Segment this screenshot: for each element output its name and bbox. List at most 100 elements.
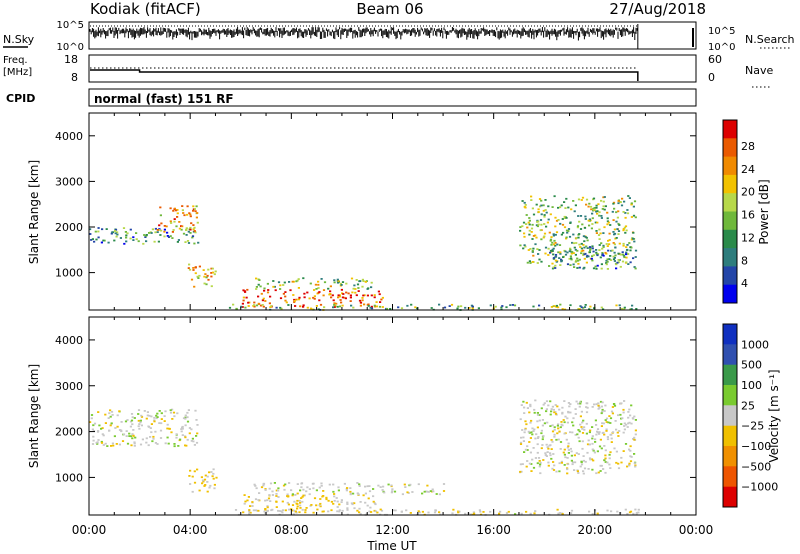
echo-cell — [124, 231, 127, 233]
echo-cell — [584, 218, 587, 220]
echo-cell — [617, 435, 620, 437]
echo-cell — [306, 306, 309, 309]
echo-cell — [617, 202, 620, 205]
echo-cell — [213, 273, 216, 276]
echo-cell — [206, 481, 209, 483]
echo-cell — [594, 221, 597, 224]
echo-cell — [166, 423, 169, 426]
echo-cell — [501, 305, 504, 307]
echo-cell — [532, 235, 535, 237]
echo-cell — [576, 249, 579, 252]
echo-cell — [540, 447, 543, 450]
echo-cell — [170, 431, 173, 434]
echo-cell — [434, 509, 437, 512]
echo-cell — [374, 503, 377, 506]
echo-cell — [605, 259, 608, 262]
echo-cell — [116, 231, 119, 234]
echo-cell — [559, 426, 562, 429]
echo-cell — [364, 492, 367, 495]
echo-cell — [583, 227, 587, 229]
echo-cell — [602, 205, 605, 208]
echo-cell — [211, 267, 214, 270]
echo-cell — [182, 417, 186, 420]
echo-cell — [612, 231, 615, 233]
echo-cell — [279, 284, 282, 287]
echo-cell — [601, 401, 604, 404]
echo-cell — [536, 262, 539, 264]
echo-cell — [278, 510, 281, 512]
echo-cell — [353, 507, 356, 510]
echo-cell — [522, 221, 526, 224]
echo-cell — [188, 432, 191, 435]
echo-cell — [612, 258, 616, 261]
echo-cell — [251, 501, 254, 503]
echo-cell — [320, 482, 323, 485]
echo-cell — [170, 222, 173, 224]
echo-cell — [128, 435, 131, 437]
echo-cell — [372, 500, 375, 503]
echo-cell — [564, 207, 567, 209]
echo-cell — [243, 494, 246, 496]
echo-cell — [194, 266, 197, 268]
echo-cell — [291, 509, 294, 512]
echo-cell — [340, 499, 343, 501]
echo-cell — [373, 304, 376, 307]
echo-cell — [189, 213, 192, 216]
echo-cell — [593, 451, 596, 454]
echo-cell — [93, 240, 96, 243]
echo-cell — [547, 464, 550, 467]
echo-cell — [98, 424, 101, 427]
echo-cell — [494, 305, 497, 308]
echo-cell — [268, 302, 271, 305]
echo-cell — [531, 458, 534, 461]
echo-cell — [617, 261, 620, 264]
echo-cell — [137, 425, 140, 428]
echo-cell — [301, 508, 304, 511]
echo-cell — [617, 210, 620, 213]
echo-cell — [609, 422, 612, 424]
echo-cell — [530, 470, 533, 472]
echo-cell — [551, 206, 554, 208]
echo-cell — [570, 252, 573, 255]
echo-cell — [553, 305, 556, 307]
echo-cell — [193, 226, 196, 229]
power-colorbar-tick: 4 — [741, 277, 748, 290]
echo-cell — [181, 205, 184, 207]
echo-cell — [166, 427, 169, 430]
echo-cell — [361, 285, 364, 288]
echo-cell — [159, 234, 162, 236]
echo-cell — [598, 214, 601, 217]
echo-cell — [257, 302, 260, 305]
echo-cell — [181, 209, 184, 212]
echo-cell — [534, 234, 537, 237]
echo-cell — [563, 421, 566, 424]
echo-cell — [630, 203, 633, 206]
echo-cell — [107, 241, 110, 244]
echo-cell — [613, 243, 616, 246]
echo-cell — [563, 217, 567, 219]
echo-cell — [571, 431, 574, 434]
echo-cell — [604, 461, 607, 463]
echo-cell — [359, 280, 362, 282]
echo-cell — [248, 509, 251, 511]
echo-cell — [115, 443, 118, 445]
echo-cell — [615, 237, 618, 239]
echo-cell — [443, 306, 447, 309]
echo-cell — [341, 304, 344, 307]
echo-cell — [571, 251, 574, 253]
echo-cell — [538, 249, 541, 251]
echo-cell — [608, 453, 611, 456]
echo-cell — [540, 223, 543, 226]
echo-cell — [403, 483, 406, 486]
echo-cell — [302, 305, 305, 308]
echo-cell — [591, 217, 594, 220]
echo-cell — [489, 510, 492, 513]
velocity-colorbar-swatch — [723, 405, 737, 427]
echo-cell — [527, 249, 530, 251]
echo-cell — [540, 213, 543, 216]
echo-cell — [529, 451, 532, 454]
echo-cell — [176, 212, 179, 215]
echo-cell — [563, 201, 566, 203]
echo-cell — [284, 291, 287, 293]
